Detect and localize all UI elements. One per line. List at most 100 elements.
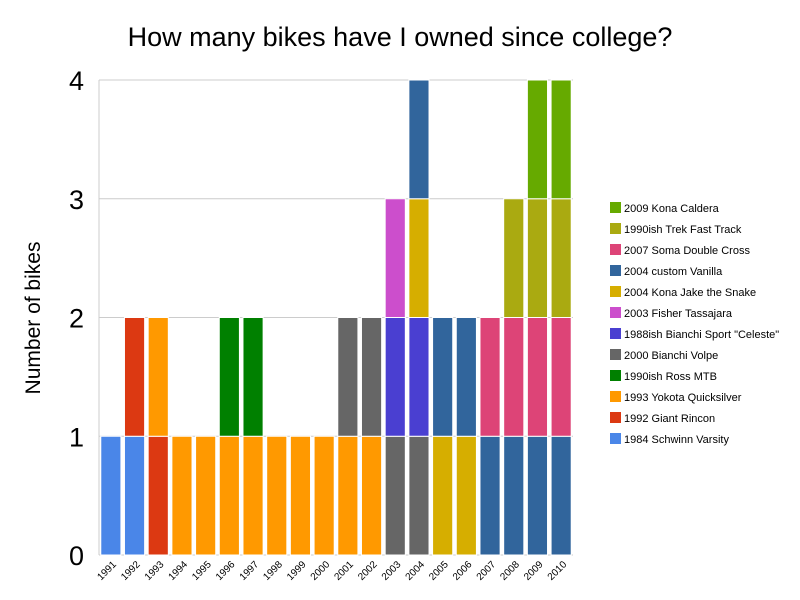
- legend-item: 2007 Soma Double Cross: [610, 244, 750, 257]
- x-tick-label: 1996: [214, 559, 238, 583]
- legend-label: 2000 Bianchi Volpe: [624, 350, 718, 362]
- legend-label: 1988ish Bianchi Sport "Celeste": [624, 329, 779, 341]
- y-tick-label: 0: [69, 541, 84, 571]
- bar-segment: [455, 435, 477, 556]
- y-axis-label: Number of bikes: [22, 242, 45, 395]
- y-tick-label: 2: [69, 304, 84, 334]
- legend-swatch: [610, 244, 621, 255]
- bar-segment: [550, 79, 572, 200]
- x-tick-label: 1995: [190, 559, 214, 583]
- bar-segment: [550, 317, 572, 437]
- x-tick-label: 1994: [167, 559, 191, 583]
- bar-segment: [313, 435, 335, 556]
- bar-segment: [266, 435, 288, 556]
- x-tick-label: 2000: [309, 559, 333, 583]
- bar-segment: [242, 317, 264, 437]
- x-tick-label: 2010: [546, 559, 570, 583]
- bar-segment: [408, 317, 430, 437]
- legend-item: 1990ish Ross MTB: [610, 370, 717, 383]
- x-tick-label: 2009: [522, 559, 546, 583]
- bar-segment: [526, 198, 549, 318]
- bar-segment: [337, 435, 359, 556]
- bar-segment: [526, 79, 549, 200]
- bar-segment: [408, 198, 430, 318]
- bar-segment: [218, 317, 240, 437]
- legend-swatch: [610, 202, 621, 213]
- legend-swatch: [610, 328, 621, 339]
- legend-swatch: [610, 412, 621, 423]
- bar-segment: [384, 317, 406, 437]
- legend-swatch: [610, 433, 621, 444]
- bar-segment: [384, 435, 406, 556]
- bar-segment: [432, 435, 454, 556]
- y-tick-label: 1: [69, 422, 84, 452]
- bar-segment: [432, 317, 454, 437]
- bar-segment: [384, 198, 406, 318]
- x-tick-label: 2006: [451, 559, 475, 583]
- legend-item: 2009 Kona Caldera: [610, 202, 720, 215]
- legend-label: 1993 Yokota Quicksilver: [624, 392, 742, 404]
- bar-segment: [408, 435, 430, 556]
- bar-segment: [503, 198, 525, 318]
- x-tick-label: 1997: [238, 559, 262, 583]
- legend-swatch: [610, 307, 621, 318]
- bar-segment: [360, 317, 383, 437]
- legend-label: 2003 Fisher Tassajara: [624, 308, 733, 320]
- legend-label: 1990ish Trek Fast Track: [624, 224, 742, 236]
- bar-segment: [337, 317, 359, 437]
- bar-segment: [503, 435, 525, 556]
- bar-segment: [550, 435, 572, 556]
- legend-item: 1988ish Bianchi Sport "Celeste": [610, 328, 779, 341]
- legend-label: 2009 Kona Caldera: [624, 203, 720, 215]
- legend-item: 2000 Bianchi Volpe: [610, 349, 718, 362]
- legend-label: 1984 Schwinn Varsity: [624, 434, 729, 446]
- legend-swatch: [610, 391, 621, 402]
- bar-segment: [479, 317, 501, 437]
- bar-segment: [242, 435, 264, 556]
- x-tick-label: 2001: [332, 559, 356, 583]
- legend-swatch: [610, 265, 621, 276]
- legend-swatch: [610, 286, 621, 297]
- legend-item: 2004 Kona Jake the Snake: [610, 286, 756, 299]
- bar-segment: [195, 435, 217, 556]
- legend-swatch: [610, 223, 621, 234]
- bar-segment: [550, 198, 572, 318]
- x-tick-label: 1991: [95, 559, 119, 583]
- x-tick-label: 2004: [404, 559, 428, 583]
- bar-segment: [455, 317, 477, 437]
- y-tick-label: 4: [69, 66, 84, 96]
- bar-segment: [360, 435, 383, 556]
- legend-label: 2007 Soma Double Cross: [624, 245, 750, 257]
- legend-item: 2004 custom Vanilla: [610, 265, 723, 278]
- bar-segment: [289, 435, 312, 556]
- bar-segment: [408, 79, 430, 200]
- legend-label: 2004 custom Vanilla: [624, 266, 723, 278]
- y-tick-label: 3: [69, 185, 84, 215]
- legend-label: 1990ish Ross MTB: [624, 371, 717, 383]
- bar-segment: [503, 317, 525, 437]
- legend-swatch: [610, 370, 621, 381]
- legend-label: 1992 Giant Rincon: [624, 413, 715, 425]
- bar-segment: [171, 435, 193, 556]
- bar-segment: [218, 435, 240, 556]
- x-tick-label: 2008: [498, 559, 522, 583]
- bar-segment: [123, 317, 146, 437]
- legend-item: 1990ish Trek Fast Track: [610, 223, 742, 236]
- x-tick-label: 1992: [119, 559, 143, 583]
- bar-segment: [147, 435, 169, 556]
- x-tick-label: 2002: [356, 559, 380, 583]
- bar-segment: [123, 435, 146, 556]
- legend-item: 1992 Giant Rincon: [610, 412, 715, 425]
- bar-segment: [147, 317, 169, 437]
- x-tick-label: 1993: [143, 559, 167, 583]
- bar-segment: [526, 435, 549, 556]
- legend-item: 2003 Fisher Tassajara: [610, 307, 733, 320]
- legend-item: 1984 Schwinn Varsity: [610, 433, 729, 446]
- legend-label: 2004 Kona Jake the Snake: [624, 287, 756, 299]
- x-tick-label: 2007: [475, 559, 499, 583]
- legend-swatch: [610, 349, 621, 360]
- chart-title: How many bikes have I owned since colleg…: [128, 22, 673, 52]
- bar-segment: [479, 435, 501, 556]
